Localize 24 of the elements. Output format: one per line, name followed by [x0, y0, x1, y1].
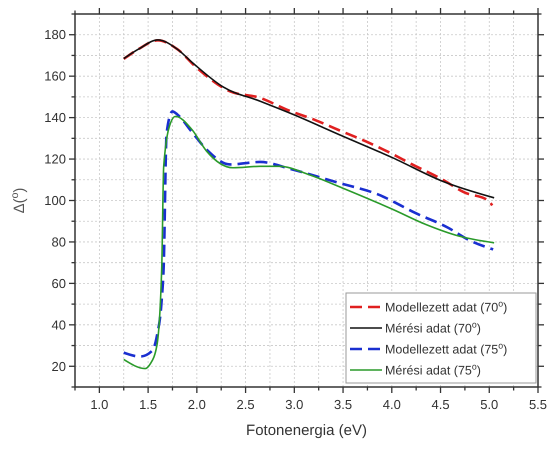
legend-label: Mérési adat (75$^{o}$) [385, 362, 481, 378]
x-tick-label: 5.0 [480, 397, 498, 412]
x-tick-label: 1.5 [139, 397, 158, 412]
x-tick-label: 4.5 [431, 397, 450, 412]
y-tick-label: 120 [44, 152, 66, 167]
x-tick-label: 1.0 [90, 397, 108, 412]
x-tick-label: 2.0 [188, 397, 206, 412]
legend-label: Mérési adat (70$^{o}$) [385, 320, 481, 336]
x-tick-label: 4.0 [382, 397, 401, 412]
x-tick-label: 3.0 [285, 397, 304, 412]
y-tick-label: 140 [44, 110, 66, 126]
legend-label: Modellezett adat (75$^{o}$) [385, 340, 508, 356]
x-tick-label: 2.5 [236, 397, 255, 412]
y-tick-label: 20 [52, 358, 66, 374]
legend-label: Modellezett adat (70$^{o}$) [385, 298, 508, 314]
y-tick-label: 180 [44, 27, 66, 42]
y-tick-label: 160 [44, 68, 66, 84]
y-tick-label: 60 [52, 276, 66, 291]
x-tick-label: 3.5 [334, 397, 352, 412]
x-tick-label: 5.5 [528, 397, 548, 412]
x-axis-title: Fotonenergia (eV) [246, 422, 367, 439]
y-tick-label: 40 [52, 317, 66, 332]
y-tick-label: 100 [44, 193, 66, 208]
y-tick-label: 80 [52, 234, 66, 250]
